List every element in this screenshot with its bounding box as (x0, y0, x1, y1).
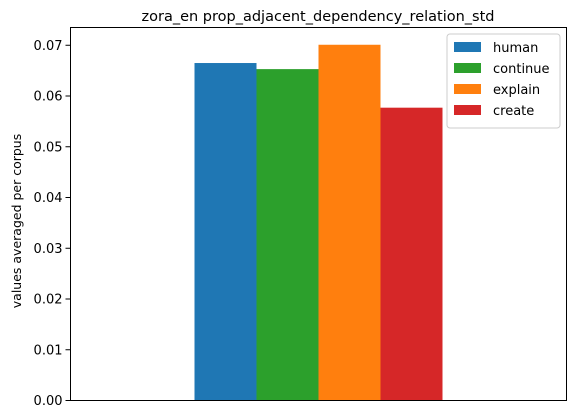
bars-layer (194, 44, 443, 401)
legend-swatch-explain (454, 84, 481, 94)
y-axis-ticks: 0.00 0.01 0.02 0.03 0.04 0.05 0.06 0.07 (34, 39, 71, 409)
legend-swatch-create (454, 105, 481, 115)
y-tick-label: 0.00 (34, 394, 63, 409)
y-tick-label: 0.02 (34, 293, 63, 308)
legend: human continue explain create (446, 33, 561, 129)
legend-label-continue: continue (493, 62, 550, 77)
plot-frame (70, 27, 567, 401)
bar-create (380, 107, 443, 401)
bar-continue (256, 69, 319, 401)
bar-human (194, 63, 257, 401)
legend-box (446, 33, 561, 129)
legend-swatch-human (454, 42, 481, 52)
bar-explain (318, 44, 381, 401)
y-tick-label: 0.03 (34, 242, 63, 257)
y-tick-label: 0.04 (34, 191, 63, 206)
legend-swatch-continue (454, 63, 481, 73)
legend-label-create: create (493, 104, 534, 119)
legend-label-human: human (493, 41, 538, 56)
legend-label-explain: explain (493, 83, 540, 98)
chart-title: zora_en prop_adjacent_dependency_relatio… (142, 9, 495, 25)
y-axis-label: values averaged per corpus (9, 134, 24, 308)
y-tick-label: 0.01 (34, 343, 63, 358)
y-tick-label: 0.07 (34, 39, 63, 54)
y-tick-label: 0.05 (34, 140, 63, 155)
y-tick-label: 0.06 (34, 90, 63, 105)
